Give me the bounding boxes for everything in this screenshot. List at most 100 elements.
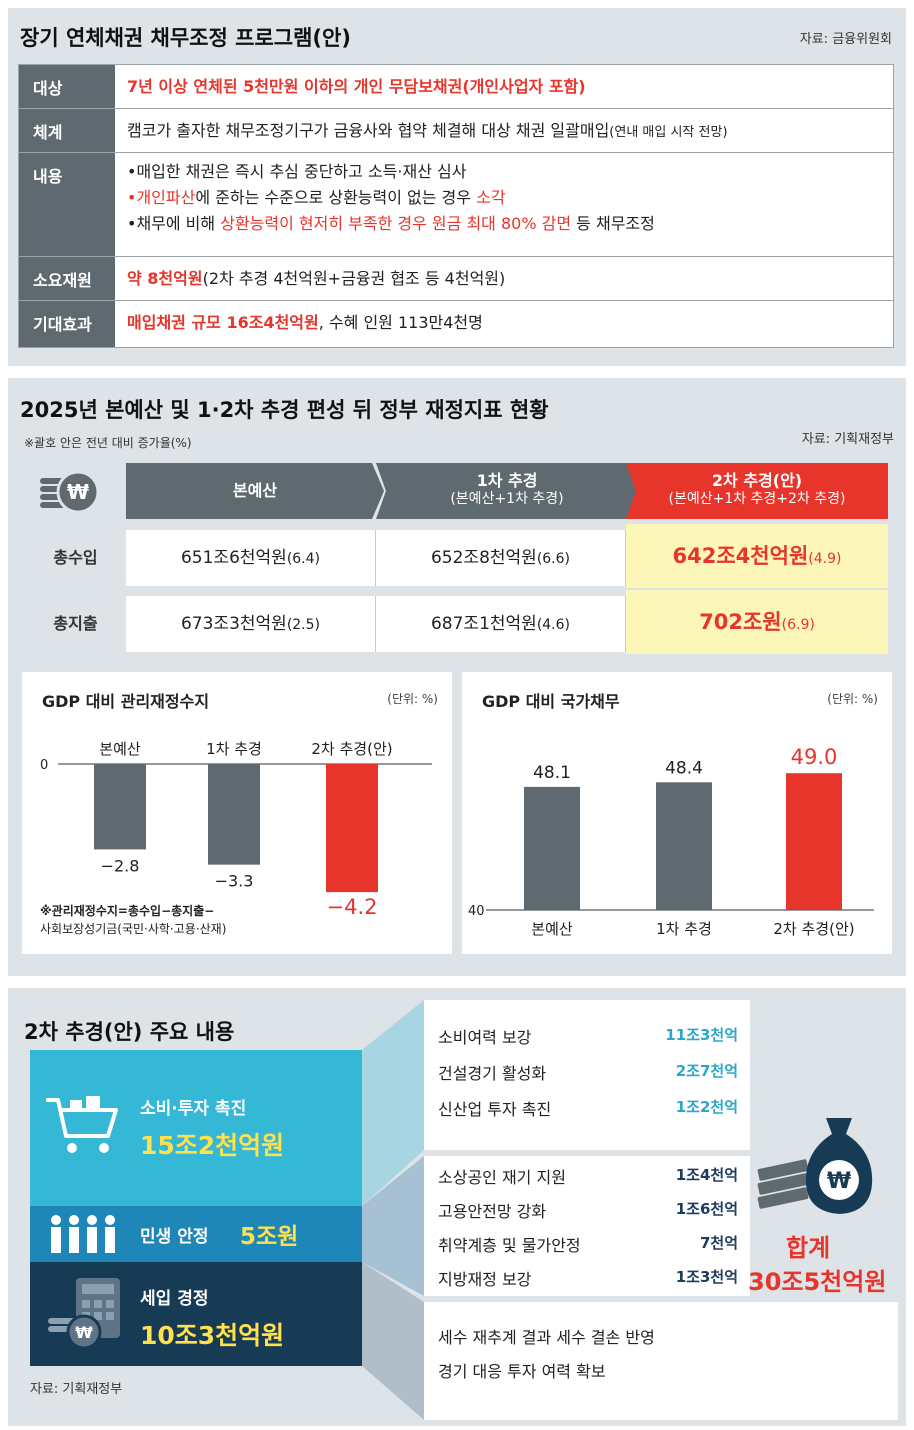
row-value: •매입한 채권은 즉시 추심 중단하고 소득·재산 심사 •개인파산에 준하는 … (115, 153, 893, 256)
category-label: 2차 추경(안) (773, 920, 854, 938)
cell-value: 651조6천억원 (180, 548, 287, 568)
item-list: 소상공인 재기 지원 1조4천억 고용안전망 강화 1조6천억 취약계층 및 물가안… (438, 1164, 738, 1300)
y-tick-label: 0 (40, 758, 48, 773)
cell-value: 687조1천억원 (430, 614, 537, 634)
chart-1-svg: 0 본예산 −2.8 1차 추경 −3.3 2차 추경(안) −4.2 (40, 740, 432, 919)
block-consumption-investment: 소비·투자 촉진 15조2천억원 (30, 1050, 362, 1206)
block-livelihood: 민생 안정 5조원 (30, 1206, 362, 1262)
item-amount: 2조7천억 (675, 1062, 738, 1080)
list-item: 세수 재추계 결과 세수 결손 반영 (438, 1328, 655, 1347)
chart-title: GDP 대비 국가채무 (482, 692, 620, 711)
y-tick-label: 40 (468, 904, 485, 919)
block-name: 소비·투자 촉진 (140, 1099, 247, 1119)
table-row: 내용 •매입한 채권은 즉시 추심 중단하고 소득·재산 심사 •개인파산에 준… (19, 153, 893, 257)
table-row: 소요재원 약 8천억원(2차 추경 4천억원+금융권 협조 등 4천억원) (19, 257, 893, 301)
row-label-revenue: 총수입 (53, 548, 98, 567)
total-label: 합계 (786, 1234, 831, 1262)
row-label: 내용 (19, 153, 115, 256)
list-item: 소비여력 보강 11조3천억 (438, 1024, 738, 1060)
bullet-3: •채무에 비해 상환능력이 현저히 부족한 경우 원금 최대 80% 감면 등 … (127, 211, 881, 237)
section3-title: 2차 추경(안) 주요 내용 (24, 1020, 235, 1044)
row-value: 매입채권 규모 16조4천억원, 수혜 인원 113만4천명 (115, 301, 893, 347)
list-item: 취약계층 및 물가안정 7천억 (438, 1232, 738, 1266)
item-amount: 1조4천억 (675, 1166, 738, 1184)
table-row: 기대효과 매입채권 규모 16조4천억원, 수혜 인원 113만4천명 (19, 301, 893, 347)
item-name: 건설경기 활성화 (438, 1064, 547, 1083)
bar-2 (326, 764, 378, 893)
block-amount: 10조3천억원 (140, 1321, 285, 1350)
row-value: 7년 이상 연체된 5천만원 이하의 개인 무담보채권(개인사업자 포함) (127, 77, 586, 96)
chart-national-debt: GDP 대비 국가채무 (단위: %) 40 48.1 본예산 48.4 1차 추경 49… (462, 672, 892, 954)
data-label: 49.0 (791, 745, 838, 769)
cell-rate: (2.5) (286, 617, 321, 633)
row-label: 체계 (19, 109, 115, 152)
item-name: 신산업 투자 촉진 (438, 1100, 552, 1119)
chart-footnote: ※관리재정수지=총수입−총지출− 사회보장성기금(국민·사학·고용·산재) (40, 902, 226, 938)
row-label-expenditure: 총지출 (53, 614, 98, 633)
header-second-sub: (본예산+1차 추경+2차 추경) (668, 491, 846, 507)
svg-text:₩: ₩ (827, 1169, 851, 1194)
list-item: 경기 대응 투자 여력 확보 (438, 1362, 606, 1381)
list-item: 신산업 투자 촉진 1조2천억 (438, 1096, 738, 1132)
coins-icon: ₩ (36, 466, 104, 518)
bullet-3-post: 등 채무조정 (571, 213, 655, 233)
row-label: 소요재원 (19, 257, 115, 300)
header-first-sub: (본예산+1차 추경) (450, 491, 564, 507)
bar-1 (656, 782, 712, 910)
shopping-cart-icon (46, 1096, 118, 1153)
list-item: 소상공인 재기 지원 1조4천억 (438, 1164, 738, 1198)
item-name: 고용안전망 강화 (438, 1202, 547, 1221)
cell-value: 673조3천억원 (180, 614, 287, 634)
funding-rest: (2차 추경 4천억원+금융권 협조 등 4천억원) (202, 269, 506, 288)
item-amount: 11조3천억 (665, 1026, 738, 1044)
footnote-line-2: 사회보장성기금(국민·사학·고용·산재) (40, 922, 227, 936)
svg-text:₩: ₩ (67, 480, 89, 504)
data-label: 48.4 (665, 758, 703, 778)
cell-rate: (4.6) (536, 617, 571, 633)
block-name: 민생 안정 (140, 1227, 209, 1247)
group-livelihood-items: 소상공인 재기 지원 1조4천억 고용안전망 강화 1조6천억 취약계층 및 물가안… (424, 1156, 750, 1296)
block-revenue-adjustment: ₩ 세입 경정 10조3천억원 (30, 1262, 362, 1366)
category-label: 본예산 (99, 740, 141, 758)
item-list: 소비여력 보강 11조3천억 건설경기 활성화 2조7천억 신산업 투자 촉진 1조2… (438, 1024, 738, 1132)
bullet-2-red: •개인파산 (127, 187, 196, 207)
cell-value: 652조8천억원 (430, 548, 537, 568)
item-amount: 1조6천억 (675, 1200, 738, 1218)
item-name: 지방재정 보강 (438, 1270, 532, 1289)
svg-text:₩: ₩ (75, 1323, 93, 1342)
item-name: 취약계층 및 물가안정 (438, 1236, 581, 1255)
section1-source: 자료: 금융위원회 (799, 32, 892, 47)
row-value: 캠코가 출자한 채무조정기구가 금융사와 협약 체결해 대상 채권 일괄매입(연… (115, 109, 893, 152)
list-item: 고용안전망 강화 1조6천억 (438, 1198, 738, 1232)
chart-unit: (단위: %) (387, 692, 438, 706)
header-second-supplementary: 2차 추경(안) (본예산+1차 추경+2차 추경) (626, 463, 888, 519)
footnote-line-1: ※관리재정수지=총수입−총지출− (40, 904, 215, 918)
section3-source: 자료: 기획재정부 (30, 1382, 123, 1397)
block-name: 세입 경정 (140, 1289, 209, 1309)
data-label: −4.2 (327, 895, 378, 919)
group-revenue-items: 세수 재추계 결과 세수 결손 반영 경기 대응 투자 여력 확보 (424, 1302, 898, 1420)
section2-title: 2025년 본예산 및 1·2차 추경 편성 뒤 정부 재정지표 현황 (20, 398, 549, 422)
cell-expenditure-base: 673조3천억원(2.5) (126, 596, 376, 652)
row-value-main: 캠코가 출자한 채무조정기구가 금융사와 협약 체결해 대상 채권 일괄매입 (127, 121, 610, 140)
cell-rate: (4.9) (808, 551, 842, 567)
cell-expenditure-first: 687조1천억원(4.6) (376, 596, 626, 652)
group-consumption-items: 소비여력 보강 11조3천억 건설경기 활성화 2조7천억 신산업 투자 촉진 1조2… (424, 1000, 750, 1150)
header-base-label: 본예산 (232, 481, 278, 500)
bar-1 (208, 764, 260, 865)
cell-rate: (6.9) (781, 617, 815, 633)
effect-red: 매입채권 규모 16조4천억원 (127, 313, 319, 332)
list-item: 건설경기 활성화 2조7천억 (438, 1060, 738, 1096)
category-label: 2차 추경(안) (311, 740, 392, 758)
cell-revenue-base: 651조6천억원(6.4) (126, 530, 376, 586)
funding-red: 약 8천억원 (127, 269, 203, 288)
category-label: 본예산 (531, 920, 573, 938)
cell-value: 702조원 (699, 610, 782, 634)
header-base-budget: 본예산 (126, 463, 384, 519)
row-label: 대상 (19, 65, 115, 108)
chart-2-svg: 40 48.1 본예산 48.4 1차 추경 49.0 2차 추경(안) (468, 745, 874, 938)
bullet-3-red: 상환능력이 현저히 부족한 경우 원금 최대 80% 감면 (220, 213, 572, 233)
block-amount: 5조원 (240, 1224, 299, 1250)
people-icon (51, 1215, 115, 1253)
cell-rate: (6.6) (536, 551, 571, 567)
